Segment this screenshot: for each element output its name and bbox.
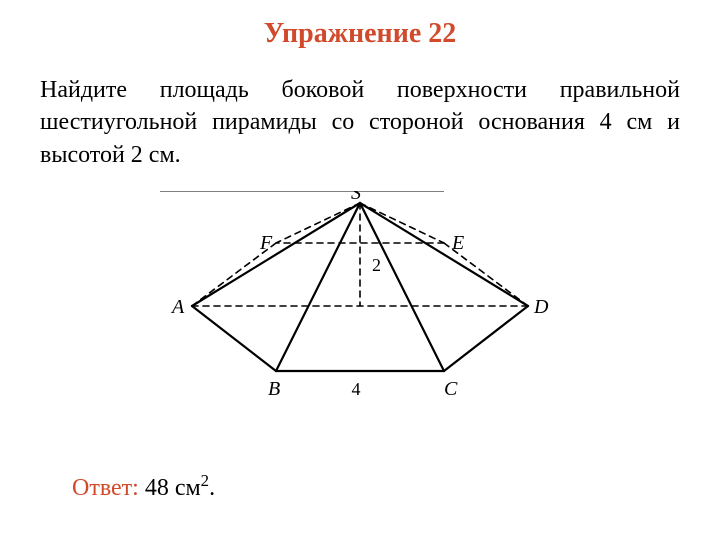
answer-label: Ответ: [72, 475, 139, 501]
num-height: 2 [372, 255, 381, 275]
label-E: E [451, 232, 464, 254]
label-S: S [351, 191, 361, 204]
label-F: F [259, 232, 273, 254]
label-A: A [170, 296, 185, 318]
answer-value: 48 см2. [145, 475, 215, 501]
pyramid-diagram: S A B C D E F 2 4 [160, 191, 560, 401]
num-base: 4 [352, 379, 361, 399]
label-C: C [444, 378, 458, 400]
label-B: B [268, 378, 280, 400]
label-D: D [533, 296, 549, 318]
problem-text: Найдите площадь боковой поверхности прав… [40, 74, 680, 171]
figure-container: S A B C D E F 2 4 [40, 191, 680, 406]
exercise-title: Упражнение 22 [40, 18, 680, 50]
answer-line: Ответ: 48 см2. [72, 471, 215, 502]
